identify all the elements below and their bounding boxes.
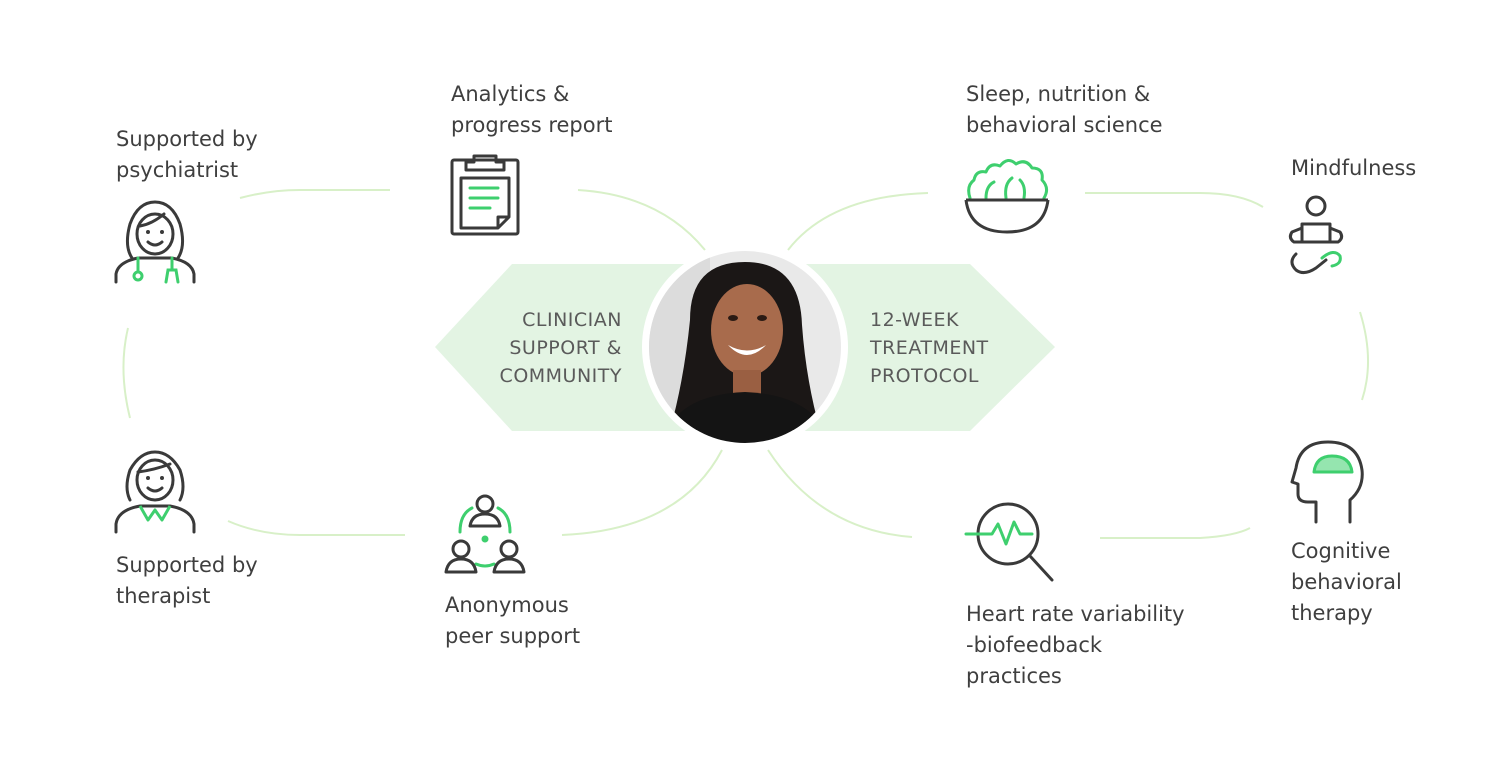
label-line: psychiatrist bbox=[116, 158, 239, 182]
heart-rate-magnifier-icon bbox=[964, 502, 1054, 582]
label-line: Analytics & bbox=[451, 82, 570, 106]
label-therapist: Supported by therapist bbox=[116, 550, 258, 612]
center-left-line-2: SUPPORT & bbox=[509, 337, 622, 359]
psychiatrist-icon bbox=[114, 200, 196, 284]
label-psychiatrist: Supported by psychiatrist bbox=[116, 124, 258, 186]
label-hrv: Heart rate variability -biofeedback prac… bbox=[966, 599, 1185, 692]
label-analytics: Analytics & progress report bbox=[451, 79, 612, 141]
label-line: Supported by bbox=[116, 127, 258, 151]
clipboard-icon bbox=[450, 154, 520, 236]
center-right-text: 12-WEEK TREATMENT PROTOCOL bbox=[870, 306, 1030, 390]
label-line: therapy bbox=[1291, 601, 1373, 625]
label-line: -biofeedback bbox=[966, 633, 1103, 657]
therapist-icon bbox=[114, 450, 196, 534]
connectors-right bbox=[767, 192, 1369, 539]
center-right-line-2: TREATMENT bbox=[870, 337, 989, 359]
label-line: behavioral science bbox=[966, 113, 1163, 137]
label-line: Sleep, nutrition & bbox=[966, 82, 1151, 106]
center-left-line-3: COMMUNITY bbox=[499, 365, 622, 387]
label-line: practices bbox=[966, 664, 1062, 688]
label-line: Supported by bbox=[116, 553, 258, 577]
label-sleep-nutrition: Sleep, nutrition & behavioral science bbox=[966, 79, 1163, 141]
label-cbt: Cognitive behavioral therapy bbox=[1291, 536, 1402, 629]
label-line: Anonymous bbox=[445, 593, 569, 617]
label-line: therapist bbox=[116, 584, 211, 608]
center-left-line-1: CLINICIAN bbox=[522, 309, 622, 331]
center-right-line-3: PROTOCOL bbox=[870, 365, 979, 387]
portrait-photo bbox=[642, 244, 848, 450]
left-panel bbox=[435, 264, 690, 431]
connectors-left bbox=[122, 189, 723, 536]
label-line: Mindfulness bbox=[1291, 156, 1417, 180]
label-line: behavioral bbox=[1291, 570, 1402, 594]
label-line: peer support bbox=[445, 624, 581, 648]
meditation-icon bbox=[1288, 195, 1344, 275]
right-panel bbox=[800, 264, 1055, 431]
label-line: Cognitive bbox=[1291, 539, 1391, 563]
center-left-text: CLINICIAN SUPPORT & COMMUNITY bbox=[482, 306, 622, 390]
head-brain-icon bbox=[1290, 440, 1364, 524]
label-peer-support: Anonymous peer support bbox=[445, 590, 580, 652]
center-right-line-1: 12-WEEK bbox=[870, 309, 960, 331]
label-mindfulness: Mindfulness bbox=[1291, 153, 1416, 184]
label-line: progress report bbox=[451, 113, 613, 137]
peer-support-icon bbox=[444, 494, 526, 574]
label-line: Heart rate variability bbox=[966, 602, 1185, 626]
salad-bowl-icon bbox=[964, 159, 1050, 234]
